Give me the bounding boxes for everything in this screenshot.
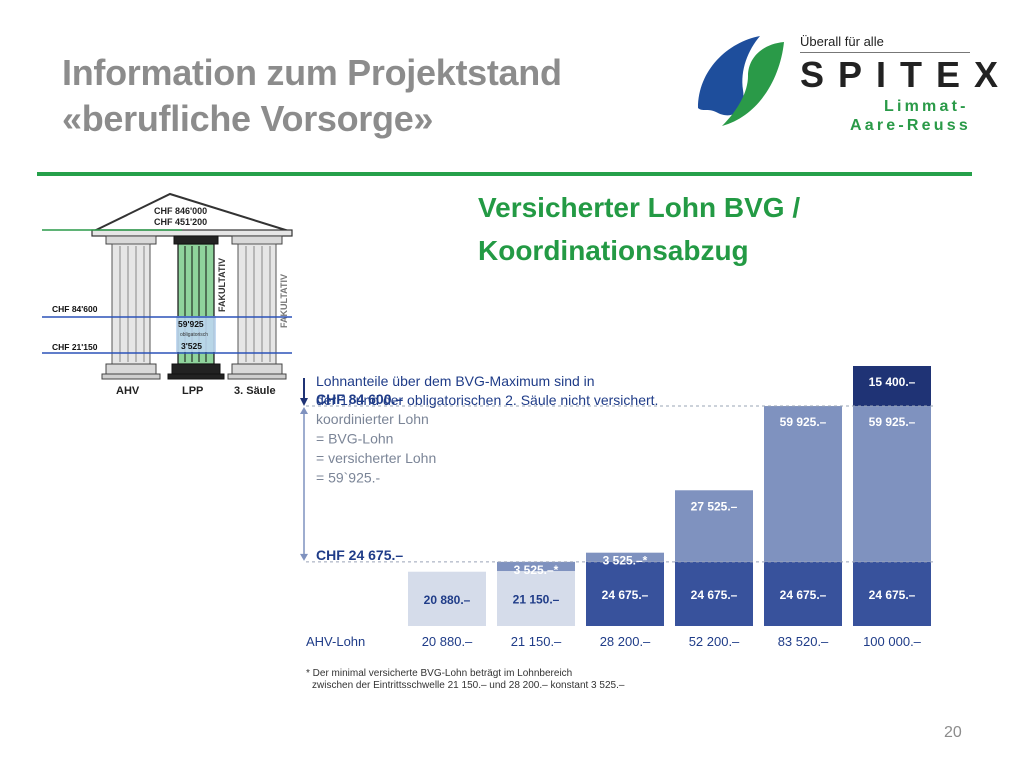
lpp-value-2: 3'525 <box>181 341 202 351</box>
logo-name: SPITEX <box>800 54 1013 95</box>
bar-label-5-series-2: 15 400.– <box>869 375 916 389</box>
bar-label-1-series-0: 21 150.– <box>513 593 560 607</box>
slide-subtitle: Versicherter Lohn BVG / Koordinationsabz… <box>478 186 800 272</box>
bvg-salary-chart: 20 880.– 20 880.– 21 150.– 3 525.–* 21 150.–… <box>300 366 936 691</box>
bar-label-5-series-1: 59 925.– <box>869 415 916 429</box>
subtitle-line-2: Koordinationsabzug <box>478 235 749 266</box>
logo-region-line-1: Limmat- <box>884 98 969 115</box>
page-number: 20 <box>944 724 962 741</box>
pillar-label-ahv: AHV <box>116 385 140 397</box>
spitex-logo-mark <box>698 36 784 126</box>
lpp-pillar <box>167 235 225 380</box>
temple-roof-line-1: CHF 846'000 <box>154 206 207 216</box>
arrow-coordinated-bottom <box>300 553 308 561</box>
logo-green-swoosh <box>722 42 784 126</box>
bar-0-series-0 <box>408 571 486 626</box>
chart-bars <box>408 366 931 626</box>
temple-level-upper-label: CHF 84'600 <box>52 304 98 314</box>
logo-divider <box>800 52 970 53</box>
bar-label-4-series-1: 59 925.– <box>780 415 827 429</box>
bar-2-series-0 <box>586 561 664 626</box>
three-pillar-temple-illustration: CHF 846'000 CHF 451'200 59'925 obligator… <box>42 192 293 397</box>
bar-4-series-0 <box>764 561 842 626</box>
third-fakultativ-label: FAKULTATIV <box>279 274 289 328</box>
annotation-top-line-2: der 1. und der obligatorischen 2. Säule … <box>316 392 658 408</box>
lpp-value-1-note: obligatorisch <box>180 332 208 338</box>
arrow-over-max-head <box>300 398 308 407</box>
x-tick-label-0: 20 880.– <box>422 634 473 649</box>
bar-label-2-series-0: 24 675.– <box>602 588 649 602</box>
x-row-label: AHV-Lohn <box>306 634 365 649</box>
chart-labels: 20 880.– 20 880.– 21 150.– 3 525.–* 21 150.–… <box>306 373 922 691</box>
slide-title: Information zum Projektstand «berufliche… <box>62 50 662 142</box>
bar-label-3-series-0: 24 675.– <box>691 588 738 602</box>
logo-blue-swoosh <box>698 36 760 116</box>
reference-label-0: CHF 84 600.– <box>316 391 403 407</box>
bar-label-4-series-0: 24 675.– <box>780 588 827 602</box>
bar-5-series-0 <box>853 561 931 626</box>
footnote-line-1: * Der minimal versicherte BVG-Lohn beträ… <box>306 668 572 679</box>
temple-level-lower-label: CHF 21'150 <box>52 342 98 352</box>
pillar-label-lpp: LPP <box>182 385 203 397</box>
header-divider <box>37 172 972 176</box>
annotation-mid-line-0: koordinierter Lohn <box>316 411 429 427</box>
pillar-label-third: 3. Säule <box>234 385 276 397</box>
annotation-mid-line-1: = BVG-Lohn <box>316 431 393 447</box>
logo-region-line-2: Aare-Reuss <box>850 117 971 134</box>
third-pillar <box>227 235 287 380</box>
bar-label-1-series-1: 3 525.–* <box>514 563 559 577</box>
bar-label-2-series-1: 3 525.–* <box>603 554 648 568</box>
title-line-2: «berufliche Vorsorge» <box>62 98 434 139</box>
x-tick-label-2: 28 200.– <box>600 634 651 649</box>
bar-1-series-0 <box>497 571 575 626</box>
arrow-coordinated-top <box>300 407 308 415</box>
x-tick-label-4: 83 520.– <box>778 634 829 649</box>
bar-1-series-1 <box>497 561 575 572</box>
temple-roof-line-2: CHF 451'200 <box>154 217 207 227</box>
footnote-line-2: zwischen der Eintrittsschwelle 21 150.– … <box>312 680 625 691</box>
annotation-mid-line-3: = 59`925.- <box>316 470 381 486</box>
bar-4-series-1 <box>764 406 842 562</box>
chart-reference-lines <box>300 378 936 563</box>
x-tick-label-5: 100 000.– <box>863 634 922 649</box>
subtitle-line-1: Versicherter Lohn BVG / <box>478 192 801 223</box>
annotation-mid-line-2: = versicherter Lohn <box>316 450 436 466</box>
bar-3-series-0 <box>675 561 753 626</box>
bar-label-3-series-1: 27 525.– <box>691 499 738 513</box>
bar-5-series-2 <box>853 366 931 407</box>
lpp-value-1: 59'925 <box>178 319 204 329</box>
bar-2-series-1 <box>586 552 664 562</box>
logo-tagline: Überall für alle <box>800 34 884 49</box>
bar-3-series-1 <box>675 490 753 562</box>
annotation-top-line-1: Lohnanteile über dem BVG-Maximum sind in <box>316 373 595 389</box>
lpp-fakultativ-label: FAKULTATIV <box>217 258 227 312</box>
title-line-1: Information zum Projektstand <box>62 52 562 93</box>
reference-label-1: CHF 24 675.– <box>316 547 403 563</box>
bar-5-series-1 <box>853 406 931 562</box>
x-tick-label-1: 21 150.– <box>511 634 562 649</box>
bar-label-0-series-0: 20 880.– <box>424 593 471 607</box>
ahv-pillar <box>101 235 161 380</box>
x-tick-label-3: 52 200.– <box>689 634 740 649</box>
bar-label-5-series-0: 24 675.– <box>869 588 916 602</box>
